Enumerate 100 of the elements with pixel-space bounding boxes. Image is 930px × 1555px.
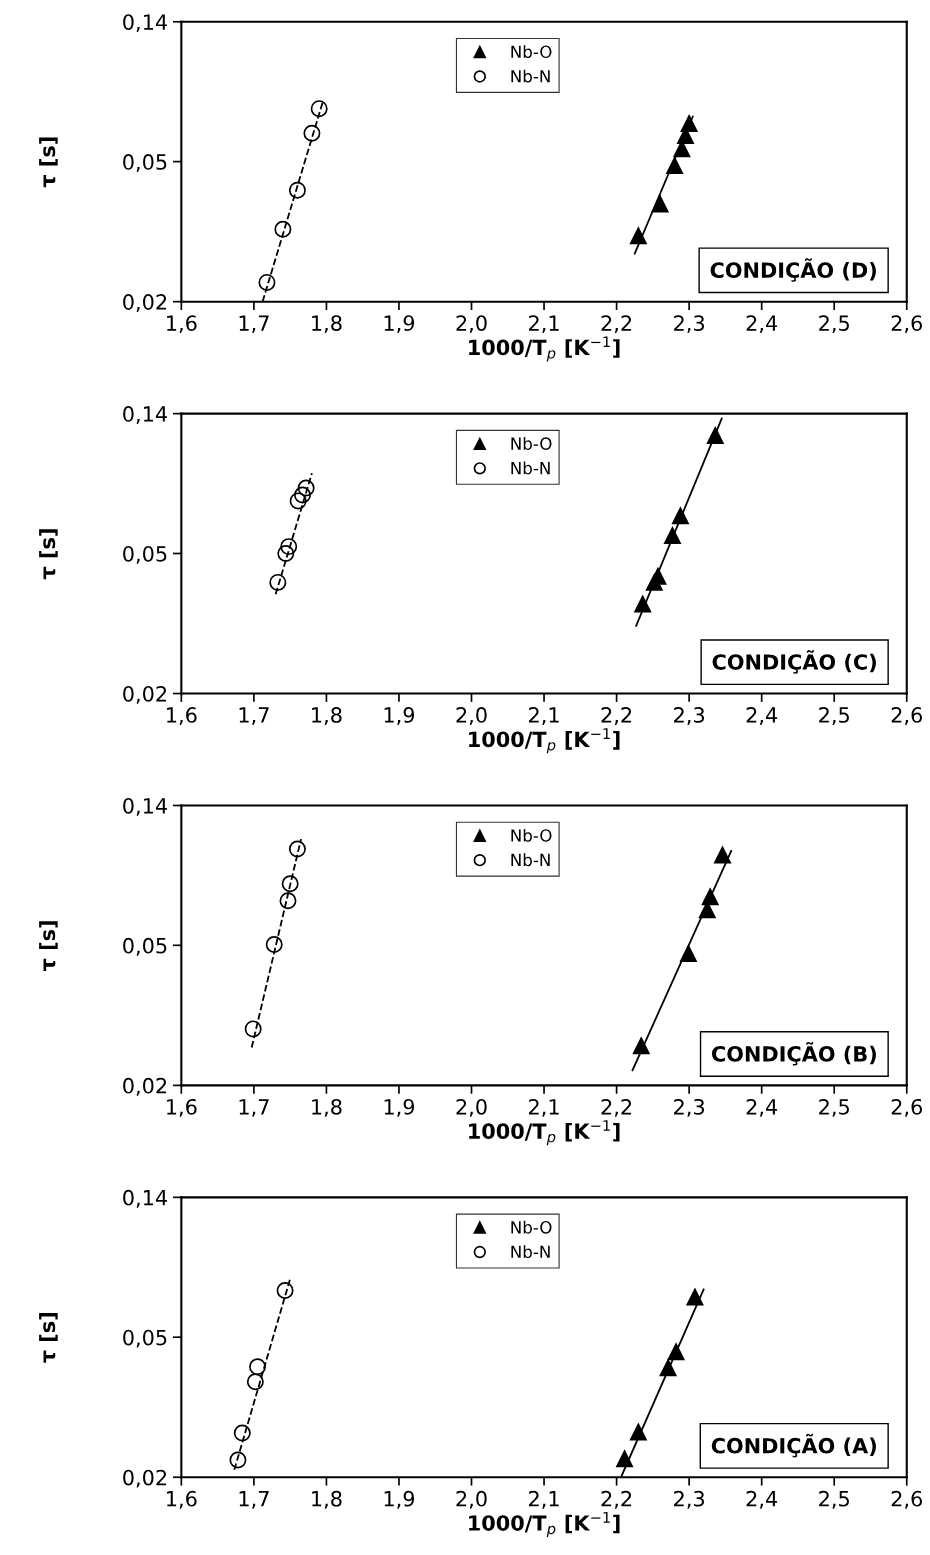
point (258, 273, 276, 291)
point (276, 1282, 294, 1300)
x-tick-label: 2,4 (746, 315, 778, 334)
x-tick-label: 1,6 (167, 1098, 197, 1117)
y-tick-label: 0,05 (123, 937, 167, 956)
y-tick-label: 0,05 (123, 1329, 167, 1348)
x-tick-label: 2,2 (601, 315, 632, 334)
y-tick-label: 0,14 (123, 14, 167, 33)
annotation: CONDIÇÃO (B) (711, 1041, 876, 1066)
x-tick-label: 2,0 (456, 707, 487, 725)
point (310, 100, 328, 118)
x-tick-label: 2,5 (819, 1490, 849, 1509)
point (297, 479, 315, 497)
x-axis-title: 1000/T$_{p}$ [K$^{−1}$] (469, 1120, 620, 1146)
point (288, 181, 306, 199)
y-axis-title: τ [s] (39, 529, 58, 580)
x-tick-label: 1,7 (239, 1099, 269, 1117)
x-tick-label: 2,3 (674, 707, 705, 725)
x-tick-label: 2,0 (456, 1490, 487, 1509)
x-tick-label: 1,8 (312, 1098, 342, 1117)
legend-label: Nb-O (511, 45, 552, 59)
y-tick-label: 0,14 (123, 406, 167, 424)
x-tick-label: 2,0 (456, 1098, 487, 1117)
x-tick-label: 2,1 (529, 1490, 559, 1509)
x-tick-label: 2,6 (891, 1098, 922, 1117)
x-tick-label: 2,5 (819, 315, 849, 334)
x-tick-label: 2,4 (746, 707, 778, 725)
x-tick-label: 2,1 (529, 707, 559, 725)
annotation: CONDIÇÃO (C) (712, 650, 876, 674)
legend-label: Nb-N (511, 461, 550, 475)
x-tick-label: 1,9 (384, 1490, 415, 1509)
point (303, 124, 321, 142)
point (289, 492, 307, 510)
x-tick-label: 2,1 (529, 1098, 559, 1117)
x-tick-label: 2,5 (819, 1098, 849, 1117)
x-tick-label: 2,4 (746, 1098, 778, 1117)
x-tick-label: 2,1 (529, 315, 559, 334)
x-tick-label: 2,6 (891, 707, 922, 725)
x-tick-label: 1,6 (167, 315, 197, 334)
x-tick-label: 1,7 (239, 707, 269, 725)
x-tick-label: 1,9 (384, 1098, 415, 1117)
point (714, 846, 731, 864)
y-tick-label: 0,05 (123, 154, 167, 172)
point (265, 936, 283, 953)
y-axis-title: τ [s] (39, 1313, 58, 1363)
legend-label: Nb-N (511, 69, 550, 83)
x-tick-label: 2,2 (601, 707, 632, 725)
point (281, 875, 299, 893)
point (244, 1020, 262, 1038)
x-tick-label: 1,7 (239, 315, 269, 334)
x-tick-label: 2,6 (891, 315, 922, 334)
y-axis-title: τ [s] (39, 137, 58, 188)
y-tick-label: 0,05 (123, 545, 167, 564)
y-tick-label: 0,02 (123, 685, 167, 704)
y-tick-label: 0,02 (123, 1469, 167, 1488)
legend-label: Nb-O (511, 1220, 552, 1234)
point (269, 573, 287, 591)
x-tick-label: 1,8 (312, 1490, 342, 1509)
x-tick-label: 1,9 (384, 315, 415, 334)
y-tick-label: 0,02 (123, 294, 167, 313)
y-tick-label: 0,02 (123, 1077, 167, 1096)
y-axis-title: τ [s] (39, 921, 58, 971)
x-tick-label: 2,2 (601, 1098, 632, 1117)
point (288, 840, 306, 858)
x-tick-label: 2,3 (674, 1490, 705, 1509)
annotation: CONDIÇÃO (A) (711, 1433, 876, 1458)
legend-label: Nb-N (511, 853, 550, 867)
x-axis-title: 1000/T$_{p}$ [K$^{−1}$] (469, 336, 620, 362)
x-tick-label: 2,6 (891, 1490, 922, 1509)
x-axis-title: 1000/T$_{p}$ [K$^{−1}$] (469, 1512, 620, 1538)
x-tick-label: 1,6 (167, 707, 197, 725)
annotation: CONDIÇÃO (D) (710, 258, 876, 282)
x-tick-label: 1,6 (167, 1490, 197, 1509)
x-tick-label: 1,8 (312, 707, 342, 725)
legend-label: Nb-O (511, 437, 552, 450)
x-axis-title: 1000/T$_{p}$ [K$^{−1}$] (469, 728, 620, 754)
x-tick-label: 2,2 (601, 1490, 632, 1509)
point (229, 1451, 247, 1469)
x-tick-label: 2,3 (674, 315, 705, 334)
x-tick-label: 2,3 (674, 1098, 705, 1117)
x-tick-label: 1,9 (384, 707, 415, 725)
x-tick-label: 1,8 (312, 315, 342, 334)
point (279, 892, 297, 910)
legend-label: Nb-O (511, 828, 552, 842)
y-tick-label: 0,14 (123, 1189, 167, 1208)
x-tick-label: 2,5 (819, 707, 849, 725)
point (277, 544, 295, 562)
point (294, 486, 311, 504)
point (706, 426, 724, 444)
point (274, 220, 292, 238)
point (246, 1373, 264, 1391)
point (280, 538, 298, 556)
x-tick-label: 2,4 (746, 1490, 778, 1509)
legend-label: Nb-N (511, 1245, 550, 1259)
point (616, 1450, 634, 1468)
point (233, 1424, 251, 1442)
point (249, 1358, 266, 1376)
x-tick-label: 2,0 (456, 315, 487, 334)
y-tick-label: 0,14 (123, 797, 167, 816)
x-tick-label: 1,7 (239, 1491, 269, 1509)
